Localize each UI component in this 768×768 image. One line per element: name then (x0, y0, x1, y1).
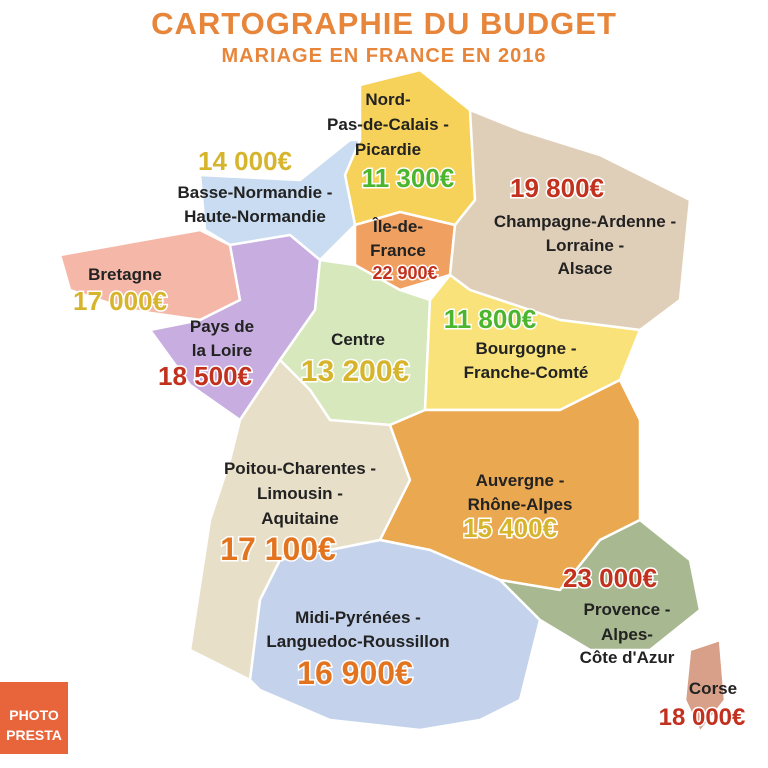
region-budget: 19 800€ (510, 173, 604, 203)
logo-text: PRESTA (6, 727, 62, 743)
region-name: France (370, 241, 426, 260)
region-name: Haute-Normandie (184, 207, 326, 226)
region-name: la Loire (192, 341, 252, 360)
region-name: Corse (689, 679, 737, 698)
region-name: Alpes- (601, 625, 653, 644)
region-shape (498, 518, 702, 652)
region-name: Languedoc-Roussillon (266, 632, 449, 651)
regions (58, 68, 727, 734)
region-name: Aquitaine (261, 509, 338, 528)
region-budget: 22 900€ (372, 263, 437, 283)
region-budget: 17 000€ (73, 286, 167, 316)
region-name: Midi-Pyrénées - (295, 608, 421, 627)
region-budget: 15 400€ (463, 513, 557, 543)
region-name: Bourgogne - (475, 339, 576, 358)
region-name: Île-de- (372, 217, 423, 236)
region-name: Basse-Normandie - (178, 183, 333, 202)
region-name: Picardie (355, 140, 421, 159)
region-budget: 11 800€ (444, 304, 537, 334)
region-budget: 11 300€ (362, 163, 455, 193)
logo-text: PHOTO (9, 707, 59, 723)
region-budget: 14 000€ (198, 146, 292, 176)
region-name: Centre (331, 330, 385, 349)
region-budget: 18 500€ (158, 361, 252, 391)
region-budget: 16 900€ (297, 655, 413, 691)
region-name: Pays de (190, 317, 254, 336)
region-shape (683, 638, 727, 734)
region-name: Limousin - (257, 484, 343, 503)
logo-box (0, 682, 68, 754)
title: CARTOGRAPHIE DU BUDGET (151, 6, 617, 41)
region-shape (248, 538, 542, 732)
region-name: Pas-de-Calais - (327, 115, 449, 134)
region-name: Côte d'Azur (580, 648, 675, 667)
region-name: Alsace (558, 259, 613, 278)
region-name: Bretagne (88, 265, 162, 284)
region-name: Rhône-Alpes (468, 495, 573, 514)
region-name: Provence - (584, 600, 671, 619)
region-name: Lorraine - (546, 236, 624, 255)
subtitle: MARIAGE EN FRANCE EN 2016 (221, 45, 546, 67)
region-name: Poitou-Charentes - (224, 459, 376, 478)
region-budget: 23 000€ (563, 563, 657, 593)
region-name: Champagne-Ardenne - (494, 212, 676, 231)
region-budget: 13 200€ (301, 355, 410, 388)
region-budget: 17 100€ (220, 531, 336, 567)
region-name: Franche-Comté (464, 363, 589, 382)
region-name: Nord- (365, 90, 410, 109)
region-budget: 18 000€ (659, 704, 746, 731)
region-name: Auvergne - (476, 471, 565, 490)
